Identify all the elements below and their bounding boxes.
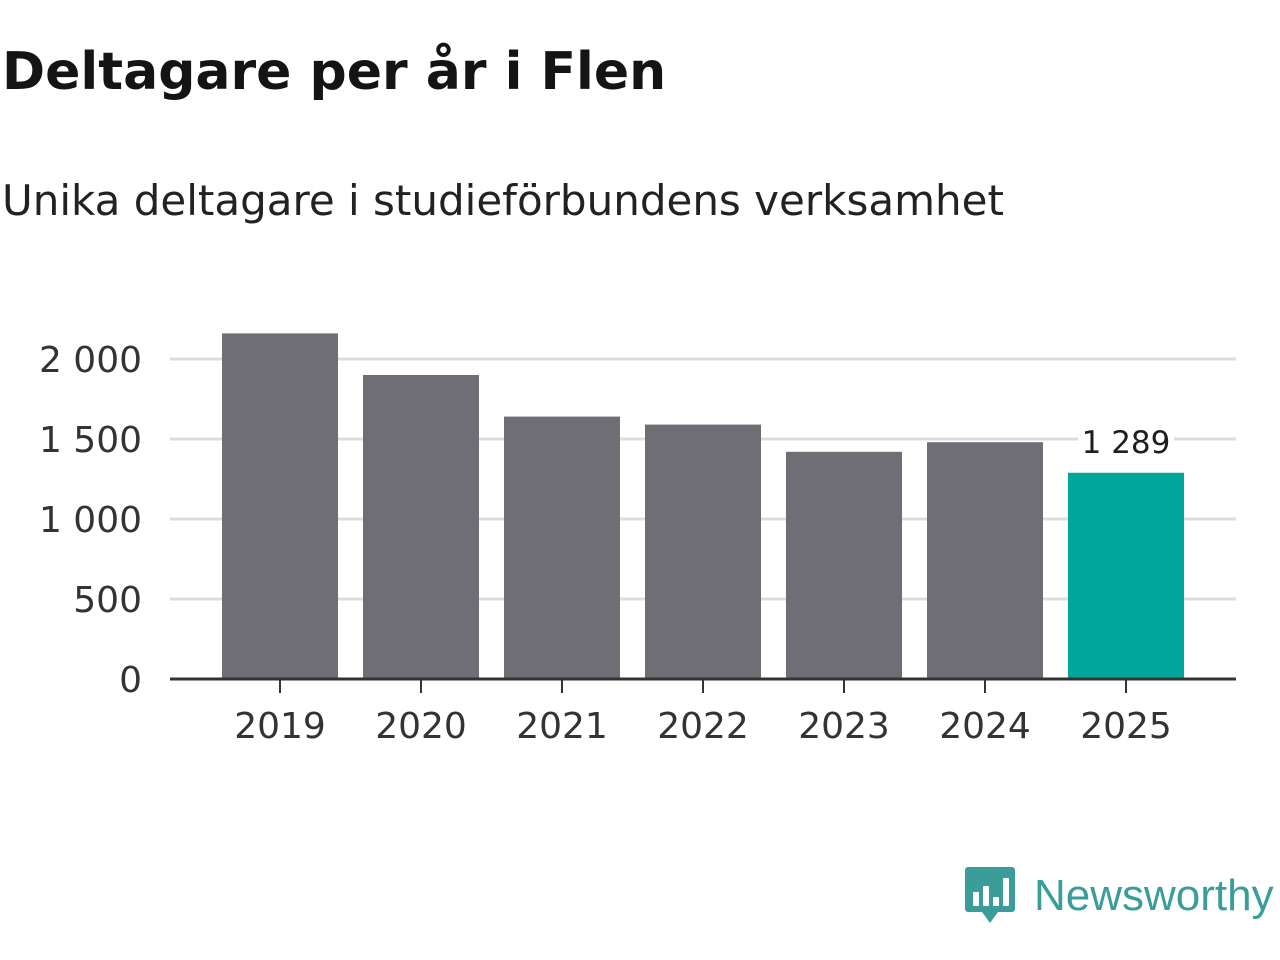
y-tick-label: 500 (73, 580, 142, 621)
y-tick-label: 1 000 (39, 500, 142, 541)
x-tick-label: 2020 (375, 706, 467, 747)
data-label-background (1078, 424, 1174, 459)
x-tick-label: 2019 (234, 706, 326, 747)
chart-title: Deltagare per år i Flen (2, 42, 667, 102)
brand-footer: Newsworthy (964, 864, 1274, 928)
chart-subtitle: Unika deltagare i studieförbundens verks… (2, 176, 1004, 225)
y-tick-label: 1 500 (39, 420, 142, 461)
bar-2020 (363, 375, 479, 679)
brand-name: Newsworthy (1034, 871, 1274, 920)
bar-chart-speech-bubble-icon (965, 867, 1015, 923)
y-axis-tick-labels: 0 500 1 000 1 500 2 000 (39, 340, 142, 701)
x-tick-label: 2023 (798, 706, 890, 747)
x-tick-label: 2025 (1080, 706, 1172, 747)
x-tick-label: 2021 (516, 706, 608, 747)
bar-2023 (786, 451, 902, 679)
bars (222, 333, 1184, 679)
bar-2025 (1068, 472, 1184, 679)
x-axis: 2019 2020 2021 2022 2023 2024 2025 (170, 677, 1236, 747)
data-labels: 1 289 (1078, 424, 1174, 461)
y-tick-label: 2 000 (39, 340, 142, 381)
y-tick-label: 0 (119, 660, 142, 701)
bar-2019 (222, 333, 338, 679)
data-label: 1 289 (1082, 425, 1171, 461)
bar-2021 (504, 416, 620, 679)
bar-2024 (927, 442, 1043, 679)
x-tick-label: 2024 (939, 706, 1031, 747)
x-tick-label: 2022 (657, 706, 749, 747)
bar-chart: 0 500 1 000 1 500 2 000 2019 2020 2021 2022 2023… (39, 333, 1236, 747)
bar-2022 (645, 424, 761, 679)
